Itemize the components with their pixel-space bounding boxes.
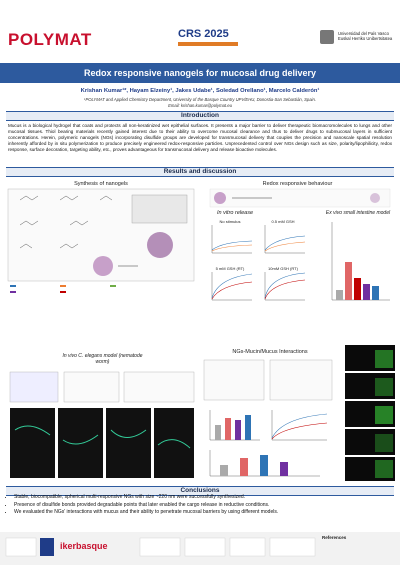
logo-upv: Universidad del País Vasco Euskal Herriko… xyxy=(338,31,393,41)
ex-vivo-title: Ex vivo small intestine model xyxy=(325,210,391,216)
conclusions-list: Stable, biocompatible, spherical multi-r… xyxy=(6,494,399,517)
title: Redox responsive nanogels for mucosal dr… xyxy=(0,63,400,83)
in-vivo-title: In vivo C. elegans model (nematode worm) xyxy=(62,353,143,365)
logo-crs: CRS 2025 xyxy=(178,28,229,40)
logo-upv-2: Euskal Herriko Unibertsitatea xyxy=(338,36,393,41)
redox-title: Redox responsive behaviour xyxy=(262,181,333,187)
intro-text: Mucus is a biological hydrogel that coat… xyxy=(8,123,392,152)
email: Email: krishan.kumar@polymat.eu xyxy=(168,103,232,108)
conclusions-heading: Conclusions xyxy=(6,486,394,496)
intro-heading: Introduction xyxy=(6,111,394,121)
logo-upv-icon xyxy=(320,30,334,44)
panel-label: No stimulus xyxy=(219,219,241,224)
in-vitro-title: In vitro release xyxy=(216,210,254,216)
panel-label: 10mM GSH (RT) xyxy=(268,266,298,271)
authors: Krishan Kumar¹*, Hayam Elzeiny¹, Jakes U… xyxy=(80,88,320,94)
sponsor-logo: ikerbasque xyxy=(60,541,108,551)
results-heading: Results and discussion xyxy=(6,167,394,177)
mucin-title: NGs-Mucin/Mucus Interactions xyxy=(232,349,308,355)
conclusion-item: Stable, biocompatible, spherical multi-r… xyxy=(14,494,399,502)
panel-label: 5 mM GSH (RT) xyxy=(215,266,245,271)
affiliation: ¹POLYMAT and Applied Chemistry Departmen… xyxy=(84,97,316,102)
panel-label: 0.5 mM GSH xyxy=(271,219,295,224)
logo-upv-1: Universidad del País Vasco xyxy=(338,31,389,36)
conclusion-item: We evaluated the NGs' interactions with … xyxy=(14,509,399,517)
logo-polymat: POLYMAT xyxy=(8,30,92,49)
synthesis-title: Synthesis of nanogels xyxy=(74,181,128,187)
conclusion-item: Presence of disulfide bonds provided deg… xyxy=(14,502,399,510)
logo-crs-bar xyxy=(178,42,238,46)
references-heading: References xyxy=(322,535,347,540)
